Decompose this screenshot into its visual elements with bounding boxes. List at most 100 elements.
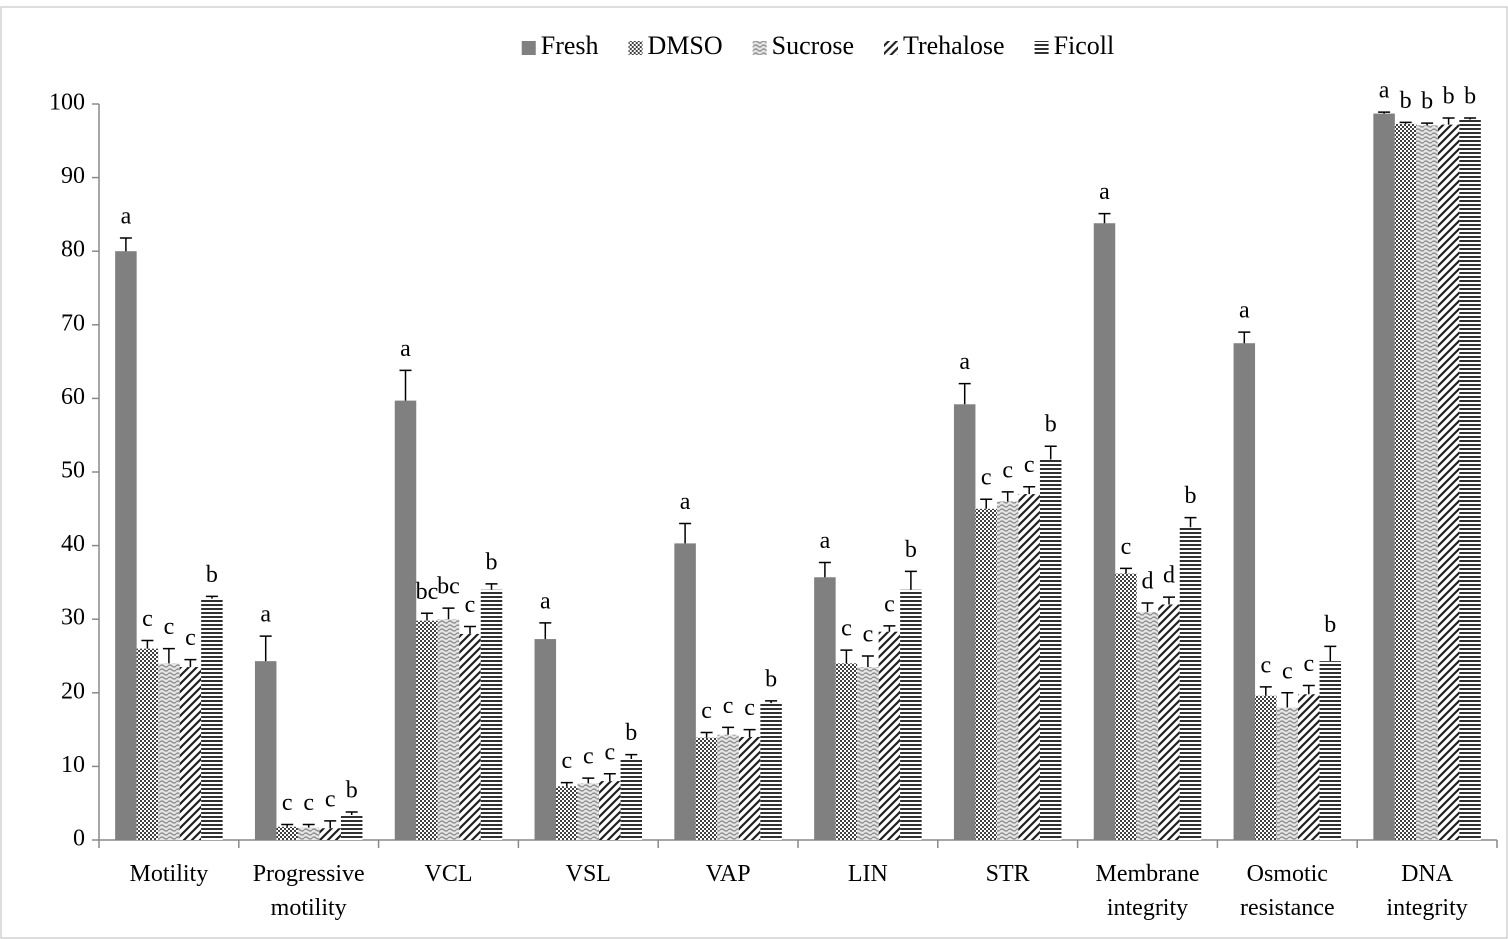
y-tick-label: 90 (61, 163, 85, 189)
bar (620, 759, 643, 840)
error-bar (184, 658, 197, 668)
bar (599, 781, 621, 840)
x-tick-label: Membrane integrity (1095, 861, 1200, 921)
x-tick-label: VCL (424, 861, 473, 887)
significance-letter: b (486, 549, 498, 575)
significance-letter: a (1099, 179, 1110, 205)
error-bar (259, 635, 272, 662)
y-tick-label: 70 (61, 310, 85, 336)
error-bar (679, 522, 692, 544)
significance-letter: c (981, 465, 992, 491)
significance-letter: a (1239, 298, 1250, 324)
bar (1233, 343, 1256, 840)
significance-letter: c (164, 614, 175, 640)
legend: Fresh DMSO Sucrose Trehalose Ficoll (521, 31, 1115, 60)
bar (695, 737, 718, 840)
x-tick-label: VAP (705, 861, 751, 887)
bar (900, 589, 922, 840)
significance-letter: a (260, 602, 271, 628)
error-bar (324, 820, 337, 829)
significance-letter: c (863, 622, 874, 648)
significance-letter: a (1379, 78, 1390, 104)
bar (975, 508, 997, 840)
significance-letter: b (1443, 83, 1455, 109)
error-bar (883, 625, 896, 632)
bar (996, 501, 1019, 840)
bar (1416, 125, 1438, 841)
legend-label: Fresh (541, 31, 599, 60)
x-tick-label: DNA integrity (1386, 861, 1468, 921)
significance-letter: c (1260, 652, 1271, 678)
error-bar (302, 823, 315, 828)
significance-letter: c (282, 790, 293, 816)
error-bar (765, 700, 778, 704)
significance-letter: c (701, 698, 712, 724)
x-tick-label: Motility (129, 861, 209, 887)
significance-letter: b (1421, 89, 1433, 115)
y-tick-label: 0 (73, 826, 85, 852)
significance-letter: c (1121, 534, 1132, 560)
significance-letter: c (465, 592, 476, 618)
significance-letter: b (1045, 412, 1057, 438)
y-tick-label: 60 (61, 384, 85, 410)
bar (1158, 604, 1180, 840)
error-bar (840, 649, 853, 664)
bar (1115, 573, 1137, 840)
error-bar (1044, 445, 1057, 460)
x-tick-label: Progressive motility (252, 861, 365, 921)
error-bar (1120, 567, 1132, 574)
significance-letter: bc (437, 574, 460, 600)
significance-letter: c (1282, 658, 1293, 684)
significance-letter: b (1400, 88, 1412, 114)
significance-letter: c (142, 606, 153, 632)
error-bar (442, 607, 455, 620)
legend-label: Ficoll (1054, 31, 1115, 60)
significance-letter: a (400, 336, 411, 362)
bar (1039, 459, 1062, 840)
x-tick-label: VSL (565, 861, 611, 887)
significance-letter: b (765, 666, 777, 692)
legend-label: DMSO (648, 31, 723, 60)
error-bar (1259, 686, 1272, 696)
x-tick-label: STR (985, 861, 1030, 887)
y-tick-label: 30 (61, 605, 85, 631)
legend-swatch (1034, 41, 1049, 55)
bar (1319, 661, 1342, 840)
error-bar (743, 728, 756, 737)
error-bar (560, 781, 573, 787)
chart-frame (0, 6, 1508, 939)
bar (480, 589, 503, 840)
error-bar (1399, 121, 1412, 124)
significance-letter: a (959, 349, 970, 375)
error-bar (1442, 117, 1455, 125)
significance-letter: b (625, 720, 637, 746)
bar (556, 786, 578, 840)
bar (1136, 611, 1159, 840)
bar (1298, 694, 1320, 840)
bar (179, 667, 202, 840)
significance-letter: a (540, 588, 551, 614)
error-bar (1281, 692, 1294, 708)
significance-letter: a (680, 489, 691, 515)
error-bar (1098, 212, 1111, 224)
error-bar (1378, 111, 1391, 114)
significance-letter: c (303, 790, 314, 816)
error-bar (980, 498, 993, 509)
y-tick-label: 40 (61, 531, 85, 557)
bar (459, 633, 481, 840)
bar (1394, 123, 1417, 840)
bar (717, 734, 739, 840)
bar (953, 404, 976, 840)
error-bar (119, 237, 132, 252)
significance-letter: b (1185, 483, 1197, 509)
error-bar (1184, 516, 1197, 528)
bar (319, 828, 341, 840)
bar (760, 703, 782, 840)
bar (534, 639, 557, 840)
significance-letter: c (561, 748, 572, 774)
bar (158, 663, 180, 840)
significance-letter: c (723, 693, 734, 719)
significance-letter: c (583, 744, 594, 770)
error-bar (722, 726, 735, 735)
